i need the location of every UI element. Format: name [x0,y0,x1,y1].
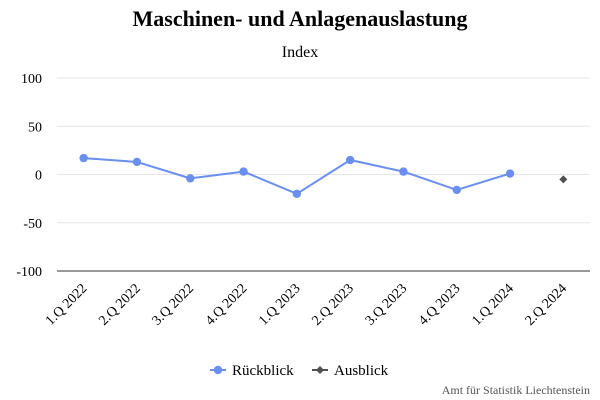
legend-marker [316,366,324,374]
data-point [399,167,408,176]
legend-label: Rückblick [232,363,294,379]
x-tick-label: 2.Q 2024 [523,281,570,328]
legend-item[interactable]: Rückblick [210,363,294,379]
credit-text: Amt für Statistik Liechtenstein [442,383,590,397]
data-point [345,155,355,165]
legend-marker [213,365,223,375]
grid-lines [57,77,590,272]
y-tick-label: -50 [23,217,42,232]
data-point [239,167,248,176]
series-line [83,157,511,195]
x-tick-label: 1.Q 2022 [43,281,90,328]
data-point [79,153,88,163]
x-tick-label: 4.Q 2023 [416,281,463,328]
data-point [559,175,568,184]
chart-subtitle: Index [282,44,318,61]
chart-title: Maschinen- und Anlagenauslastung [133,6,468,31]
x-tick-label: 2.Q 2022 [96,281,143,328]
y-tick-label: 100 [21,72,42,87]
y-axis: 100 50 0 -50 -100 [16,72,42,280]
x-tick-label: 3.Q 2023 [363,281,410,328]
y-tick-label: -100 [16,265,42,280]
x-tick-label: 1.Q 2024 [469,281,516,328]
data-point [452,185,461,195]
x-tick-label: 1.Q 2023 [256,281,303,328]
legend-label: Ausblick [334,363,389,379]
legend-item[interactable]: Ausblick [312,363,389,379]
series-layer [79,153,568,198]
x-tick-label: 4.Q 2022 [203,281,250,328]
x-axis: 1.Q 2022 2.Q 2022 3.Q 2022 4.Q 2022 1.Q 2023… [43,281,570,328]
y-tick-label: 50 [28,120,42,135]
x-tick-label: 3.Q 2022 [150,281,197,328]
x-tick-label: 2.Q 2023 [310,281,357,328]
y-tick-label: 0 [35,169,42,184]
legend: Rückblick Ausblick [210,363,389,379]
data-point [505,169,515,178]
data-point [132,157,142,167]
data-point [292,189,302,198]
data-point [186,174,195,183]
